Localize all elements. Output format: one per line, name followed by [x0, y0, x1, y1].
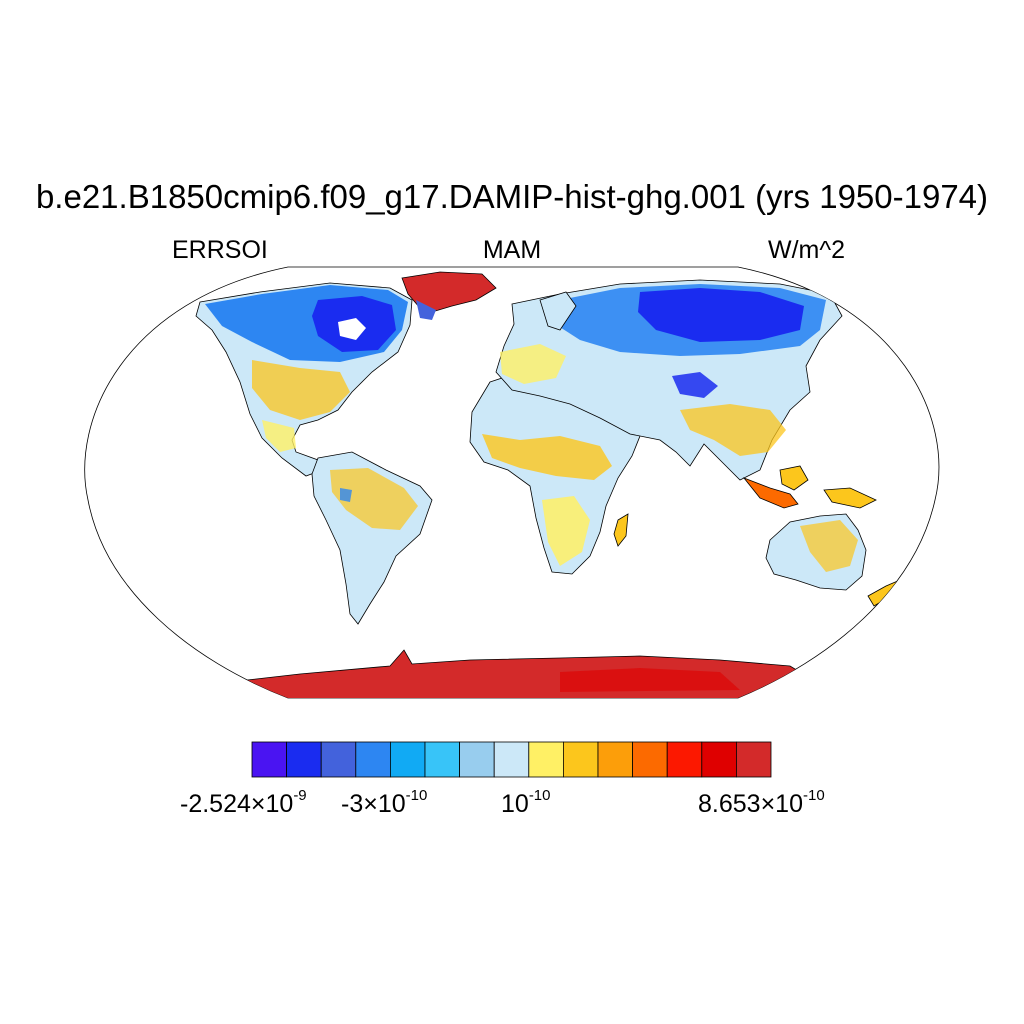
- colorbar-box: [459, 741, 495, 778]
- indonesia-land: [742, 477, 799, 509]
- na-east-warm: [252, 360, 350, 420]
- colorbar-box: [286, 741, 322, 778]
- colorbar: [251, 741, 772, 778]
- left-string: ERRSOI: [172, 236, 268, 264]
- colorbar-label-2: -3×10-10: [341, 787, 428, 818]
- madagascar-land: [613, 513, 629, 547]
- europe-warm: [500, 344, 566, 384]
- colorbar-box: [389, 741, 426, 778]
- australia-warm: [800, 520, 858, 572]
- colorbar-box: [355, 741, 391, 778]
- asia-south-warm: [680, 404, 786, 456]
- colorbar-box: [251, 741, 287, 778]
- colorbar-box: [597, 741, 633, 778]
- colorbar-box: [632, 741, 668, 778]
- new-guinea-land: [823, 487, 877, 509]
- colorbar-label-1: -2.524×10-9: [180, 787, 307, 818]
- central-asia-cold: [672, 372, 718, 398]
- colorbar-label-4: 8.653×10-10: [698, 787, 825, 818]
- colorbar-box: [493, 741, 530, 778]
- scandinavia-land: [539, 291, 577, 331]
- antarctica-interior: [560, 668, 740, 692]
- siberia-cold: [638, 288, 804, 342]
- borneo-land: [779, 465, 809, 491]
- antarctica-land: [199, 649, 831, 698]
- greenland-land: [401, 271, 497, 313]
- units-string: W/m^2: [768, 236, 846, 264]
- sa-cool-patch: [340, 488, 352, 502]
- colorbar-box: [701, 741, 737, 778]
- colorbar-label-3: 10-10: [501, 787, 551, 818]
- na-gulf-warm: [262, 420, 296, 452]
- colorbar-box: [563, 741, 599, 778]
- africa-south-warm: [542, 496, 590, 566]
- colorbar-box: [528, 741, 564, 778]
- africa-sahel-warm: [482, 434, 612, 480]
- center-string: MAM: [482, 236, 542, 264]
- greenland-coast: [416, 300, 436, 320]
- na-lake-gap: [338, 318, 366, 340]
- colorbar-box: [320, 741, 357, 778]
- sa-warm-patches: [330, 468, 418, 530]
- plot-title: b.e21.B1850cmip6.f09_g17.DAMIP-hist-ghg.…: [35, 178, 989, 215]
- colorbar-box: [424, 741, 460, 778]
- colorbar-box: [736, 741, 772, 778]
- colorbar-box: [666, 741, 703, 778]
